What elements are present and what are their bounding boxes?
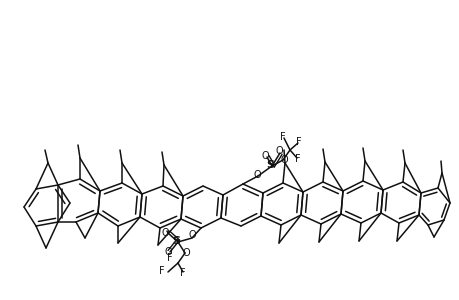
- Text: O: O: [188, 230, 196, 240]
- Text: O: O: [280, 155, 287, 165]
- Text: S: S: [265, 160, 274, 170]
- Text: O: O: [252, 170, 260, 180]
- Text: F: F: [159, 266, 164, 276]
- Text: O: O: [182, 248, 190, 258]
- Text: S: S: [172, 236, 179, 246]
- Text: O: O: [274, 146, 282, 156]
- Text: F: F: [296, 137, 301, 147]
- Text: O: O: [164, 247, 172, 257]
- Text: O: O: [261, 151, 268, 161]
- Text: F: F: [167, 253, 173, 263]
- Text: F: F: [295, 154, 300, 164]
- Text: F: F: [180, 268, 185, 278]
- Text: F: F: [280, 132, 285, 142]
- Text: O: O: [161, 228, 168, 238]
